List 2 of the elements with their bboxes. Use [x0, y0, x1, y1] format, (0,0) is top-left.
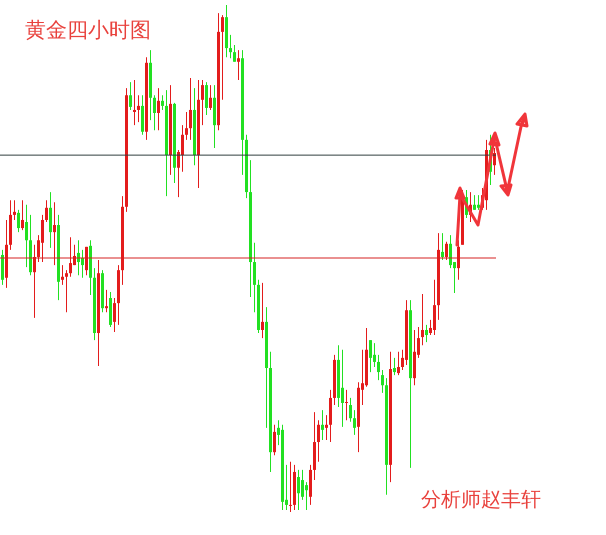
text: 黄金四小时图 — [25, 18, 151, 44]
annotation: 分析师赵丰轩 — [421, 488, 541, 513]
